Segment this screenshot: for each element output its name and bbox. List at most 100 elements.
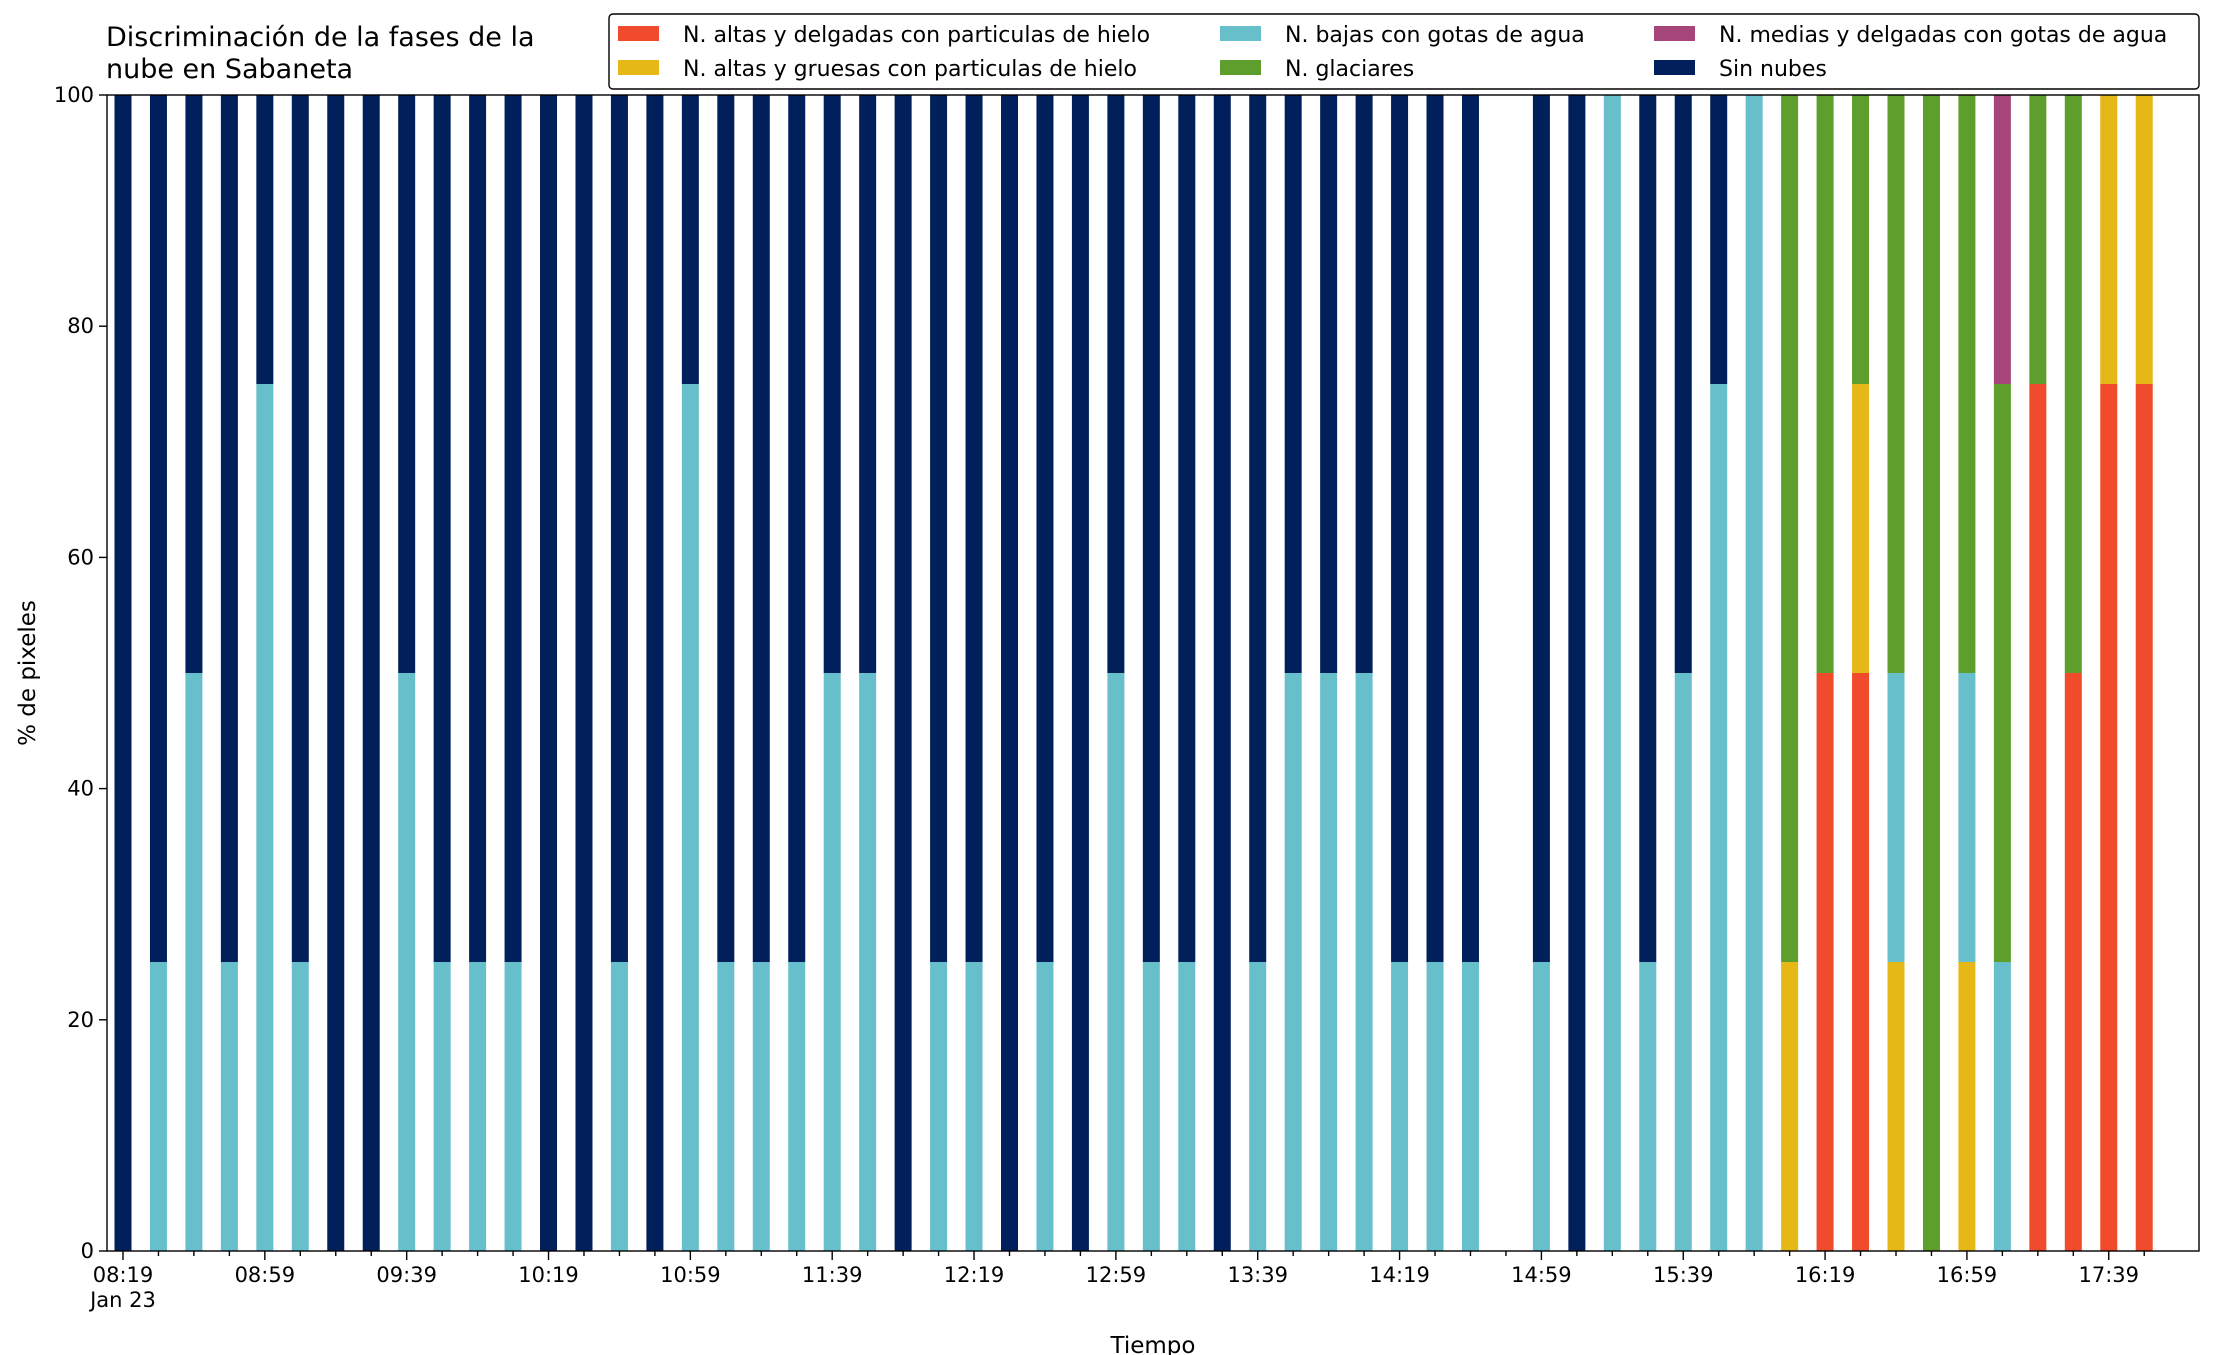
bar-segment xyxy=(149,95,167,962)
bar-segment xyxy=(220,962,238,1251)
bar-segment xyxy=(965,962,983,1251)
bar-segment xyxy=(1426,962,1444,1251)
y-tick-label: 100 xyxy=(54,83,94,107)
bar-segment xyxy=(1461,95,1479,962)
bar-segment xyxy=(2064,673,2082,1251)
x-axis-label: Tiempo xyxy=(1110,1333,1196,1355)
bar-segment xyxy=(2100,384,2118,1251)
bar-segment xyxy=(1107,673,1125,1251)
bar-segment xyxy=(1142,962,1160,1251)
bar-segment xyxy=(2135,95,2153,384)
bar-segment xyxy=(1852,95,1870,384)
y-axis-label: % de pixeles xyxy=(15,600,41,746)
bar-segment xyxy=(1639,95,1657,962)
bar-segment xyxy=(1178,962,1196,1251)
x-tick-label: 14:19 xyxy=(1369,1263,1430,1287)
bar-segment xyxy=(2064,95,2082,673)
legend-label: Sin nubes xyxy=(1719,57,1827,82)
bar-segment xyxy=(681,95,699,384)
bar-segment xyxy=(1107,95,1125,673)
bar-segment xyxy=(1213,95,1231,1251)
x-tick-label: 14:59 xyxy=(1511,1263,1572,1287)
bar-segment xyxy=(1639,962,1657,1251)
bar-segment xyxy=(859,673,877,1251)
legend-label: N. altas y delgadas con particulas de hi… xyxy=(683,23,1150,48)
y-tick-label: 40 xyxy=(67,777,94,801)
bar-segment xyxy=(1993,95,2011,384)
bar-segment xyxy=(1320,673,1338,1251)
bar-segment xyxy=(2029,384,2047,1251)
bar-segment xyxy=(930,95,948,962)
bar-segment xyxy=(1036,95,1054,962)
bar-segment xyxy=(1249,962,1267,1251)
bar-segment xyxy=(504,95,522,962)
bar-segment xyxy=(1852,673,1870,1251)
bar-segment xyxy=(894,95,912,1251)
bar-segment xyxy=(752,962,770,1251)
bar-segment xyxy=(1603,95,1621,1251)
legend-swatch xyxy=(1220,60,1261,75)
bar-segment xyxy=(362,95,380,1251)
bar-segment xyxy=(1036,962,1054,1251)
legend-label: N. altas y gruesas con particulas de hie… xyxy=(683,57,1137,82)
bar-segment xyxy=(220,95,238,962)
bar-segment xyxy=(1781,962,1799,1251)
bar-segment xyxy=(1071,95,1089,1251)
bar-segment xyxy=(717,962,735,1251)
bar-segment xyxy=(149,962,167,1251)
y-tick-label: 60 xyxy=(67,545,94,569)
x-tick-label: 09:39 xyxy=(376,1263,437,1287)
bar-segment xyxy=(327,95,345,1251)
legend-swatch xyxy=(618,60,659,75)
bar-segment xyxy=(2100,95,2118,384)
bar-segment xyxy=(930,962,948,1251)
bar-segment xyxy=(1391,962,1409,1251)
x-tick-label: 12:59 xyxy=(1086,1263,1147,1287)
legend-swatch xyxy=(1654,60,1695,75)
plot-frame xyxy=(106,94,2200,1252)
bar-segment xyxy=(788,95,806,962)
x-tick-label: 11:39 xyxy=(802,1263,863,1287)
bar-segment xyxy=(1284,673,1302,1251)
bar-segment xyxy=(1781,95,1799,962)
bar-segment xyxy=(469,95,487,962)
bar-segment xyxy=(291,95,309,962)
bar-segment xyxy=(433,95,451,962)
x-tick-label: 13:39 xyxy=(1227,1263,1288,1287)
bar-segment xyxy=(1710,95,1728,384)
date-label: Jan 23 xyxy=(88,1288,156,1312)
bar-segment xyxy=(1532,962,1550,1251)
x-tick-label: 16:59 xyxy=(1937,1263,1998,1287)
y-tick-label: 80 xyxy=(67,314,94,338)
bar-segment xyxy=(1710,384,1728,1251)
bar-segment xyxy=(1745,95,1763,1251)
legend-label: N. glaciares xyxy=(1285,57,1414,82)
bar-segment xyxy=(504,962,522,1251)
bar-segment xyxy=(1993,384,2011,962)
x-tick-label: 10:19 xyxy=(518,1263,579,1287)
legend-swatch xyxy=(618,26,659,41)
bar-segment xyxy=(788,962,806,1251)
bar-segment xyxy=(1426,95,1444,962)
bar-segment xyxy=(398,673,416,1251)
bar-segment xyxy=(610,95,628,962)
legend-swatch xyxy=(1654,26,1695,41)
bar-segment xyxy=(1674,673,1692,1251)
bar-segment xyxy=(1532,95,1550,962)
bar-segment xyxy=(540,95,558,1251)
x-tick-label: 15:39 xyxy=(1653,1263,1714,1287)
bar-segment xyxy=(646,95,664,1251)
bar-segment xyxy=(1249,95,1267,962)
bar-segment xyxy=(1816,95,1834,673)
bar-segment xyxy=(1568,95,1586,1251)
bar-segment xyxy=(823,95,841,673)
bar-segment xyxy=(114,95,132,1251)
x-tick-label: 16:19 xyxy=(1795,1263,1856,1287)
bar-segment xyxy=(1355,673,1373,1251)
legend-swatch xyxy=(1220,26,1261,41)
bar-segment xyxy=(717,95,735,962)
x-tick-label: 10:59 xyxy=(660,1263,721,1287)
bar-segment xyxy=(185,673,203,1251)
bar-segment xyxy=(1355,95,1373,673)
